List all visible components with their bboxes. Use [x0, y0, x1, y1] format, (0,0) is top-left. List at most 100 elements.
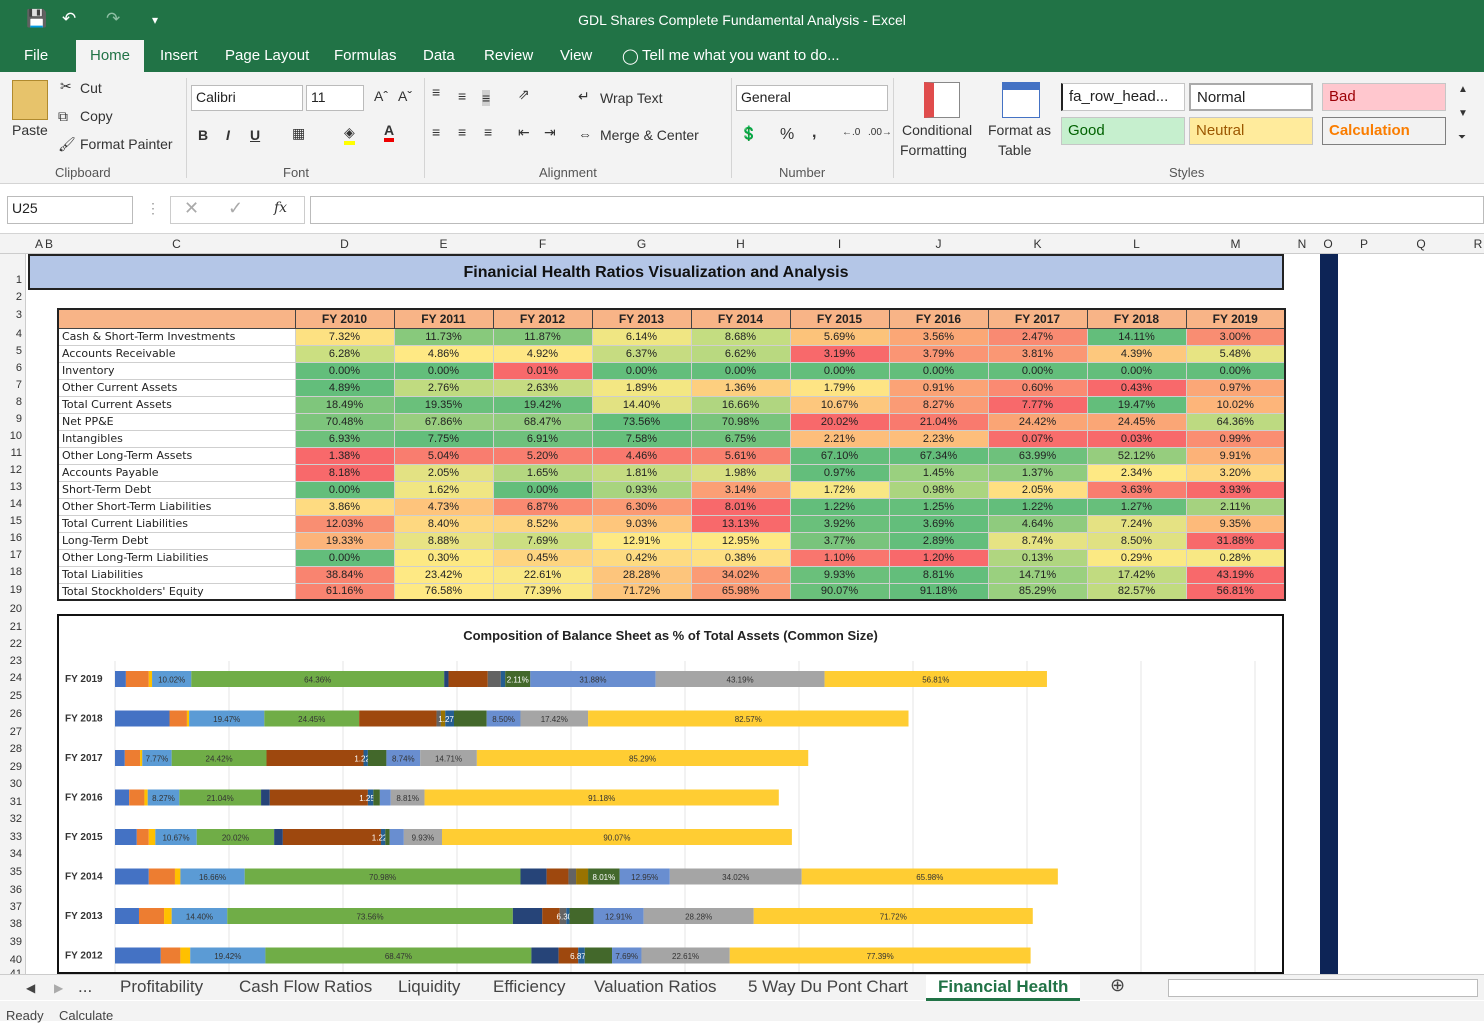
bar-segment[interactable] — [512, 908, 543, 924]
tab-formulas[interactable]: Formulas — [334, 47, 397, 64]
ratio-cell[interactable]: 90.07% — [789, 582, 890, 601]
ratio-cell[interactable]: 11.73% — [393, 327, 494, 346]
column-header[interactable]: D — [340, 237, 349, 251]
bar-segment[interactable] — [115, 789, 130, 806]
format-painter-icon[interactable]: 🖌 — [58, 136, 76, 152]
align-middle-icon[interactable]: ≡ — [458, 88, 467, 104]
increase-decimal-icon[interactable]: ←.0 — [842, 127, 861, 138]
ratio-cell[interactable]: 65.98% — [690, 582, 791, 601]
column-header[interactable]: J — [935, 237, 942, 251]
ratio-cell[interactable]: 3.00% — [1185, 327, 1286, 346]
wrap-text-button[interactable]: Wrap Text — [600, 90, 663, 106]
ratio-cell[interactable]: 24.45% — [1086, 412, 1187, 431]
style-fa-row-head[interactable]: fa_row_head... — [1061, 83, 1185, 111]
ratio-cell[interactable]: 38.84% — [294, 565, 395, 584]
ratio-cell[interactable]: 0.00% — [789, 361, 890, 380]
ratio-cell[interactable]: 7.77% — [987, 395, 1088, 414]
bar-segment[interactable] — [531, 947, 559, 964]
column-header[interactable]: O — [1323, 237, 1333, 251]
ratio-cell[interactable]: 0.00% — [591, 361, 692, 380]
ratio-cell[interactable]: 12.03% — [294, 514, 395, 533]
column-header[interactable]: E — [439, 237, 448, 251]
bar-segment[interactable] — [227, 908, 513, 924]
bar-segment[interactable] — [180, 868, 245, 885]
font-size-select[interactable]: 11 — [306, 85, 364, 111]
row-header[interactable]: 40 — [9, 954, 22, 966]
ratio-cell[interactable]: 6.91% — [492, 429, 593, 448]
row-header[interactable]: 27 — [9, 726, 22, 738]
bar-segment[interactable] — [643, 908, 754, 924]
underline-button[interactable]: U — [250, 127, 261, 143]
ratio-cell[interactable]: 4.46% — [591, 446, 692, 465]
year-header[interactable]: FY 2017 — [987, 308, 1088, 329]
column-header[interactable]: I — [837, 237, 842, 251]
ratio-cell[interactable]: 67.10% — [789, 446, 890, 465]
ratio-cell[interactable]: 2.47% — [987, 327, 1088, 346]
redo-icon[interactable]: ↷ — [106, 9, 121, 28]
styles-scroll-up-icon[interactable]: ▲ — [1458, 84, 1468, 95]
ratio-cell[interactable]: 6.93% — [294, 429, 395, 448]
row-header[interactable]: 8 — [15, 396, 22, 408]
ratio-cell[interactable]: 3.20% — [1185, 463, 1286, 482]
column-header[interactable]: A — [34, 237, 43, 251]
ratio-cell[interactable]: 7.69% — [492, 531, 593, 550]
ratio-cell[interactable]: 9.91% — [1185, 446, 1286, 465]
ratio-cell[interactable]: 23.42% — [393, 565, 494, 584]
ratio-cell[interactable]: 34.02% — [690, 565, 791, 584]
sheet-tab-profitability[interactable]: Profitability — [120, 977, 204, 996]
font-color-icon[interactable]: A — [384, 122, 395, 142]
sheet-tab-efficiency[interactable]: Efficiency — [493, 977, 566, 996]
number-format-select[interactable]: General — [736, 85, 888, 111]
ratio-cell[interactable]: 0.00% — [294, 480, 395, 499]
ratio-cell[interactable]: 4.86% — [393, 344, 494, 363]
ratio-cell[interactable]: 6.87% — [492, 497, 593, 516]
row-label[interactable]: Inventory — [57, 361, 296, 380]
orientation-icon[interactable]: ⇗ — [518, 86, 530, 102]
bar-segment[interactable] — [390, 789, 425, 806]
bar-segment[interactable] — [359, 710, 437, 727]
row-header[interactable]: 12 — [9, 464, 22, 476]
ratio-cell[interactable]: 3.79% — [888, 344, 989, 363]
ratio-cell[interactable]: 1.79% — [789, 378, 890, 397]
bar-segment[interactable] — [363, 750, 368, 766]
ratio-cell[interactable]: 4.39% — [1086, 344, 1187, 363]
style-bad[interactable]: Bad — [1322, 83, 1446, 111]
ratio-cell[interactable]: 4.73% — [393, 497, 494, 516]
year-header[interactable]: FY 2013 — [591, 308, 692, 329]
align-top-icon[interactable]: ≡ — [432, 84, 441, 100]
year-header[interactable]: FY 2011 — [393, 308, 494, 329]
style-calculation[interactable]: Calculation — [1322, 117, 1446, 145]
more-sheets-button[interactable]: ... — [78, 977, 93, 996]
row-header[interactable]: 28 — [9, 743, 22, 755]
fill-color-icon[interactable]: ◈ — [344, 124, 355, 145]
bar-segment[interactable] — [593, 908, 644, 924]
ratio-cell[interactable]: 4.89% — [294, 378, 395, 397]
bar-segment[interactable] — [124, 750, 141, 766]
ratio-cell[interactable]: 0.03% — [1086, 429, 1187, 448]
column-header[interactable]: H — [736, 237, 745, 251]
row-header[interactable]: 20 — [9, 603, 22, 615]
row-header[interactable]: 16 — [9, 532, 22, 544]
ratio-cell[interactable]: 8.74% — [987, 531, 1088, 550]
ratio-cell[interactable]: 12.91% — [591, 531, 692, 550]
align-center-icon[interactable]: ≡ — [458, 124, 467, 140]
bar-segment[interactable] — [115, 868, 149, 885]
ratio-cell[interactable]: 12.95% — [690, 531, 791, 550]
ratio-cell[interactable]: 68.47% — [492, 412, 593, 431]
row-header[interactable]: 33 — [9, 831, 22, 843]
bar-segment[interactable] — [191, 671, 445, 687]
year-header[interactable]: FY 2016 — [888, 308, 989, 329]
add-sheet-icon[interactable]: ⊕ — [1110, 975, 1126, 995]
bar-segment[interactable] — [453, 710, 487, 727]
tab-review[interactable]: Review — [484, 47, 534, 64]
merge-icon[interactable]: ⇔ — [578, 126, 592, 142]
bar-segment[interactable] — [520, 710, 589, 727]
bar-segment[interactable] — [155, 829, 197, 845]
accounting-format-icon[interactable]: 💲 — [740, 125, 758, 141]
balance-sheet-chart[interactable]: Composition of Balance Sheet as % of Tot… — [57, 614, 1284, 974]
bar-segment[interactable] — [148, 829, 156, 845]
tab-page-layout[interactable]: Page Layout — [225, 47, 310, 64]
year-header[interactable]: FY 2010 — [294, 308, 395, 329]
ratio-cell[interactable]: 19.47% — [1086, 395, 1187, 414]
bar-segment[interactable] — [164, 908, 172, 924]
